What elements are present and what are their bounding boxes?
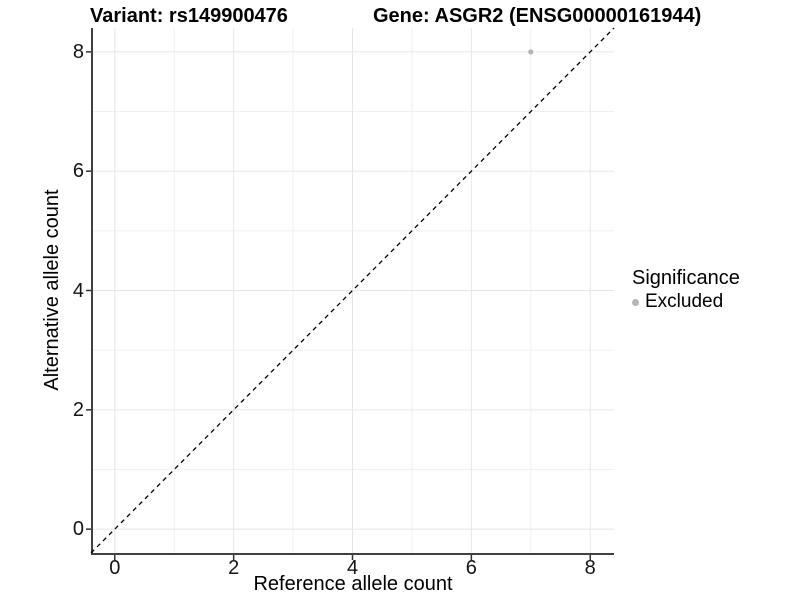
legend: Significance Excluded (632, 266, 740, 314)
plot-title-gene: Gene: ASGR2 (ENSG00000161944) (373, 5, 702, 27)
x-axis-title: Reference allele count (253, 573, 453, 595)
legend-title: Significance (632, 267, 740, 289)
y-tick-label: 6 (72, 160, 84, 183)
x-tick-label: 4 (346, 557, 359, 579)
x-tick-label: 8 (584, 557, 596, 579)
y-tick-label: 2 (72, 398, 84, 421)
y-tick-label: 4 (72, 279, 84, 302)
plot-title-variant: Variant: rs149900476 (90, 5, 288, 27)
legend-item-label: Excluded (645, 291, 724, 312)
x-tick-label: 2 (228, 557, 240, 579)
x-tick-label: 0 (109, 557, 121, 579)
x-tick-label: 6 (465, 557, 477, 579)
data-point (528, 49, 534, 55)
legend-item-excluded: Excluded (632, 290, 740, 314)
y-tick-label: 8 (72, 40, 84, 63)
excluded-point-icon (632, 298, 639, 306)
y-tick-label: 0 (72, 518, 84, 541)
